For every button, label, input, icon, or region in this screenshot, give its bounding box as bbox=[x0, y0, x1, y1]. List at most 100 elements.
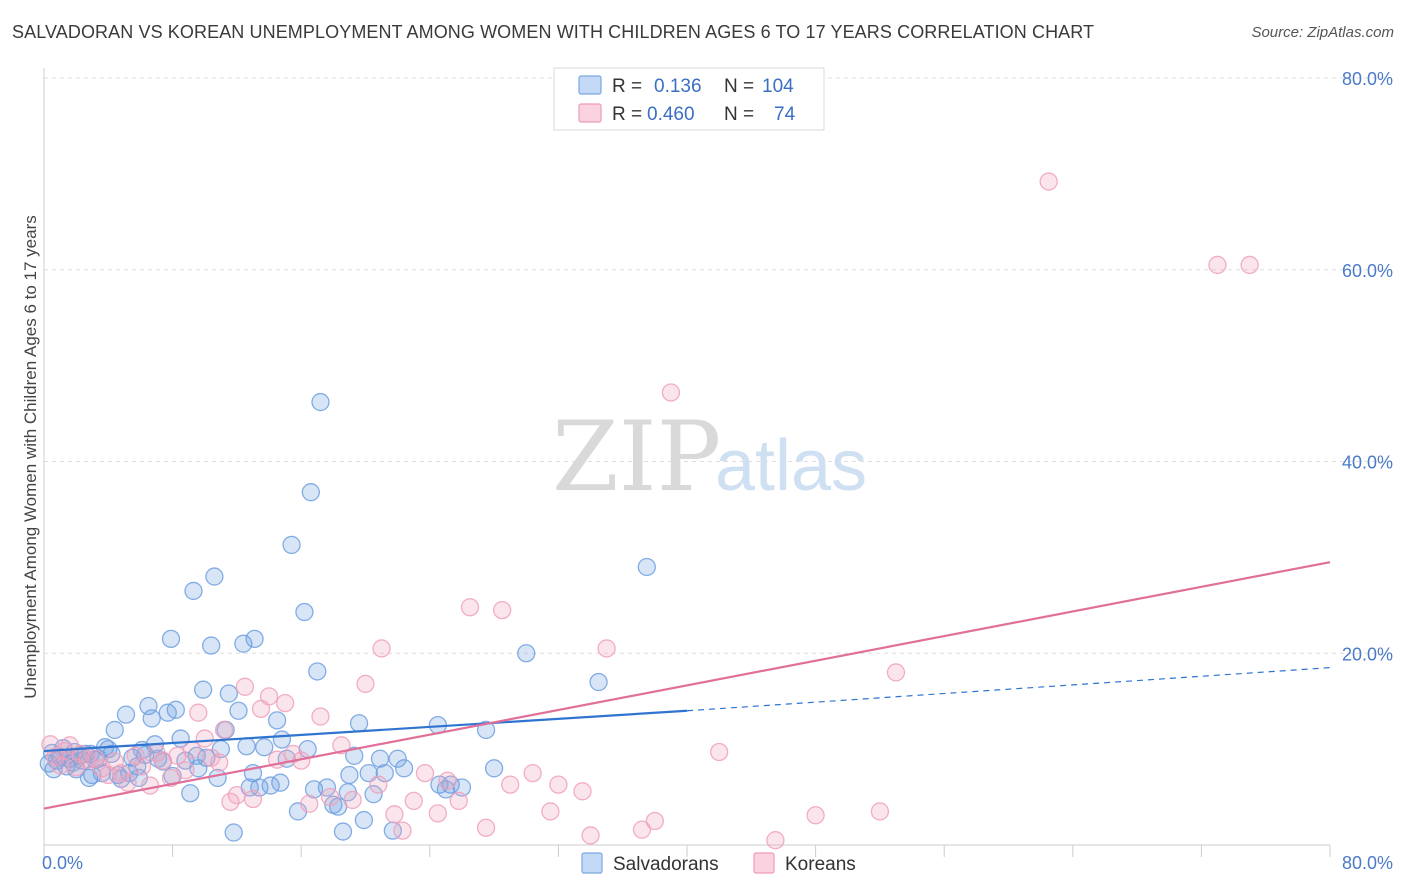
salvadoran-point bbox=[181, 784, 200, 803]
korean-point bbox=[632, 820, 652, 839]
korean-point bbox=[118, 773, 137, 792]
chart-title: SALVADORAN VS KOREAN UNEMPLOYMENT AMONG … bbox=[12, 22, 1095, 42]
salvadoran-point bbox=[267, 711, 287, 730]
salvadoran-point bbox=[354, 810, 374, 830]
bottom-legend: Salvadorans Koreans bbox=[581, 852, 856, 875]
korean-point bbox=[710, 742, 729, 762]
korean-point bbox=[415, 763, 435, 783]
salvadoran-point bbox=[224, 823, 243, 842]
korean-point bbox=[806, 806, 825, 825]
salvadoran-point bbox=[282, 535, 301, 555]
salvadoran-point bbox=[364, 785, 383, 804]
salvadoran-point bbox=[340, 765, 359, 785]
watermark-atlas: atlas bbox=[715, 426, 867, 506]
korean-point bbox=[210, 753, 229, 772]
korean-point bbox=[214, 720, 234, 740]
korean-point bbox=[501, 775, 520, 794]
korean-point bbox=[372, 639, 391, 658]
korean-point bbox=[153, 751, 173, 770]
korean-point bbox=[428, 804, 447, 823]
korean-point bbox=[385, 805, 404, 824]
korean-point bbox=[243, 789, 263, 809]
x-tick-label: 0.0% bbox=[42, 853, 83, 873]
legend-n-label: N = bbox=[724, 104, 754, 125]
korean-point bbox=[492, 600, 512, 620]
y-tick-labels: 20.0% 40.0% 60.0% 80.0% bbox=[1342, 69, 1393, 664]
korean-point bbox=[332, 736, 351, 755]
salvadoran-point bbox=[116, 705, 136, 724]
korean-point bbox=[227, 785, 247, 805]
korean-point bbox=[176, 761, 195, 780]
korean-point bbox=[300, 794, 319, 813]
bottom-legend-salvadorans: Salvadorans bbox=[613, 854, 719, 875]
legend-r-label: R = bbox=[612, 104, 642, 125]
korean-point bbox=[112, 763, 131, 783]
salvadoran-point bbox=[295, 602, 314, 622]
korean-point bbox=[50, 756, 70, 775]
korean-point bbox=[235, 677, 255, 696]
korean-point bbox=[161, 768, 181, 788]
salvadoran-point bbox=[517, 644, 536, 663]
salvadoran-point bbox=[345, 746, 364, 765]
korean-point bbox=[105, 752, 124, 771]
salvadoran-point bbox=[394, 759, 414, 778]
korean-point bbox=[343, 790, 362, 810]
salvadoran-point bbox=[205, 567, 224, 586]
salvadoran-point bbox=[105, 720, 124, 740]
korean-point bbox=[132, 757, 152, 776]
salvadoran-point bbox=[589, 672, 608, 692]
korean-point bbox=[1240, 255, 1259, 275]
salvadoran-point bbox=[161, 629, 181, 649]
bottom-legend-swatch-korean bbox=[753, 852, 775, 874]
watermark-zip: ZIP bbox=[552, 401, 721, 513]
salvadoran-point bbox=[202, 636, 221, 655]
korean-point bbox=[86, 749, 105, 768]
korean-point bbox=[46, 747, 65, 766]
korean-point bbox=[393, 821, 412, 840]
bottom-legend-swatch-salvadoran bbox=[581, 852, 603, 874]
korean-point bbox=[404, 791, 423, 811]
top-legend: R = 0.136 N = 104 R = 0.460 N = 74 bbox=[553, 67, 825, 131]
korean-point bbox=[541, 802, 560, 821]
korean-point bbox=[645, 811, 664, 831]
legend-r-value: 0.460 bbox=[647, 104, 695, 125]
salvadoran-point bbox=[184, 581, 203, 601]
salvadoran-point bbox=[311, 392, 330, 412]
korean-point bbox=[597, 639, 616, 658]
legend-r-label: R = bbox=[612, 76, 642, 97]
axes bbox=[43, 68, 1331, 857]
salvadoran-point bbox=[484, 759, 504, 778]
korean-point bbox=[140, 776, 160, 795]
korean-point bbox=[573, 782, 592, 801]
korean-point bbox=[195, 729, 214, 748]
salvadoran-point bbox=[193, 680, 213, 699]
salvadoran-point bbox=[271, 773, 290, 792]
legend-n-value: 74 bbox=[774, 104, 796, 125]
korean-trend-line bbox=[43, 561, 1331, 810]
legend-n-value: 104 bbox=[762, 76, 794, 97]
salvadoran-point bbox=[229, 701, 248, 720]
legend-swatch-korean bbox=[578, 103, 602, 123]
legend-r-value: 0.136 bbox=[654, 76, 702, 97]
korean-point bbox=[126, 746, 145, 765]
korean-point bbox=[1208, 255, 1227, 275]
salvadoran-point bbox=[208, 768, 227, 788]
korean-point bbox=[549, 775, 568, 794]
korean-points bbox=[41, 172, 1259, 850]
salvadoran-point bbox=[245, 629, 264, 649]
korean-point bbox=[275, 693, 295, 713]
korean-point bbox=[460, 598, 480, 617]
salvadoran-trend-line bbox=[43, 709, 688, 753]
korean-point bbox=[189, 703, 208, 722]
salvadoran-point bbox=[333, 822, 353, 841]
salvadoran-point bbox=[301, 483, 320, 502]
salvadoran-point bbox=[219, 684, 239, 703]
salvadoran-point bbox=[375, 763, 394, 783]
salvadoran-point bbox=[234, 634, 253, 653]
source-credit: Source: ZipAtlas.com bbox=[1251, 24, 1394, 41]
korean-point bbox=[311, 707, 330, 726]
x-tick-label: 80.0% bbox=[1342, 853, 1393, 873]
salvadoran-point bbox=[255, 738, 274, 757]
salvadoran-point bbox=[349, 714, 369, 733]
